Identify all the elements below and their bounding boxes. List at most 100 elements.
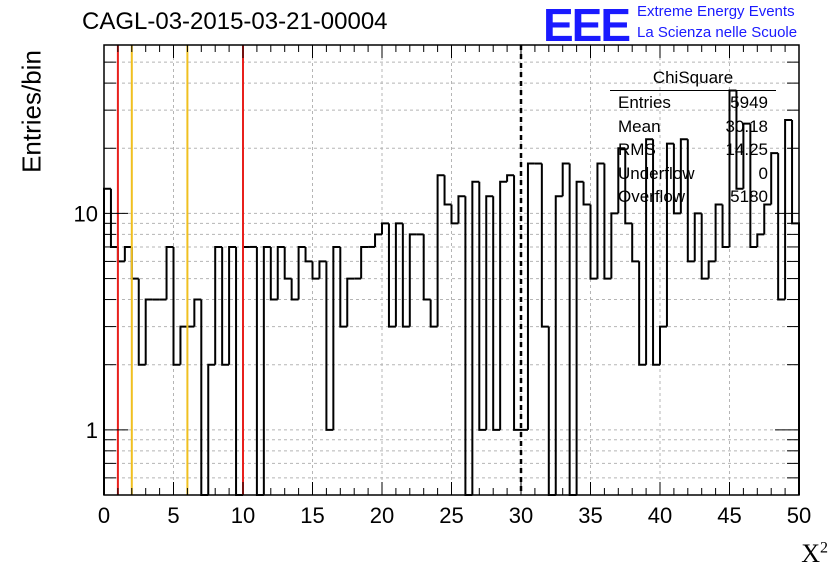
histogram-bin [130, 246, 139, 280]
histogram-bin [242, 245, 250, 495]
histogram-bin [172, 246, 181, 366]
histogram-bin [665, 142, 674, 327]
stats-key: Underflow [618, 163, 695, 183]
histogram-bin [624, 148, 633, 225]
histogram-bin [422, 234, 431, 301]
x-tick-label: 25 [439, 503, 463, 528]
histogram-bin [193, 298, 202, 327]
histogram-bin [325, 261, 334, 431]
x-tick-label: 0 [98, 503, 110, 528]
stats-row-rms: RMS 14.25 [610, 140, 776, 164]
histogram-bin [547, 326, 556, 496]
histogram-bin [387, 223, 396, 328]
histogram-bin [429, 299, 438, 328]
x-axis-label-base: X [801, 539, 820, 568]
x-tick-label: 40 [648, 503, 672, 528]
histogram-bin [575, 180, 584, 495]
histogram-bin [735, 90, 744, 190]
stats-value: 0 [758, 163, 768, 183]
histogram-bin [770, 152, 779, 205]
stats-key: RMS [618, 140, 656, 159]
histogram-bin [561, 162, 570, 197]
histogram-bin [144, 298, 153, 365]
histogram-bin [109, 188, 118, 248]
histogram-bin [721, 204, 730, 248]
x-tick-label: 35 [578, 503, 602, 528]
histogram-bin [207, 363, 216, 495]
histogram-bin [645, 138, 654, 365]
histogram-bin [471, 180, 480, 495]
stats-value: 30.18 [725, 116, 768, 136]
histogram-bin [540, 163, 549, 328]
histogram-bin [436, 174, 445, 327]
x-tick-label: 50 [787, 503, 811, 528]
logo-line-2: La Scienza nelle Scuole [637, 24, 798, 41]
histogram-bin [332, 245, 341, 430]
histogram-bin [499, 180, 508, 430]
histogram-bin [179, 325, 188, 365]
y-tick-label: 1 [86, 418, 98, 443]
histogram-bin [617, 147, 626, 214]
y-tick-label: 10 [74, 201, 98, 226]
histogram-bin [360, 245, 369, 279]
histogram-bin [255, 246, 264, 496]
stats-key: Mean [618, 116, 661, 136]
x-tick-label: 30 [509, 503, 533, 528]
histogram-bin [686, 139, 695, 263]
histogram-bin [478, 181, 487, 431]
histogram-bin [464, 196, 473, 496]
histogram-bin [596, 162, 605, 279]
axis-ticks: 0 5 10 15 20 25 30 35 40 45 50 1 10 [74, 44, 811, 528]
histogram-bin [679, 138, 688, 214]
stats-key: Entries [618, 93, 671, 112]
histogram-bin [506, 174, 515, 182]
stats-value: 5949 [730, 93, 768, 112]
x-axis-label: X2 [801, 539, 828, 569]
stats-value: 14.25 [725, 140, 768, 159]
histogram-bin [492, 196, 501, 431]
x-tick-label: 5 [167, 503, 179, 528]
histogram-bin [659, 325, 667, 365]
histogram-bin [228, 245, 237, 365]
x-tick-label: 15 [300, 503, 324, 528]
histogram-bin [610, 212, 619, 279]
stats-row-entries: Entries 5949 [610, 93, 776, 117]
histogram-bin [283, 246, 292, 280]
histogram-bin [381, 222, 389, 235]
logo-line-1: Extreme Energy Events [637, 3, 795, 20]
histogram-bin [652, 139, 660, 366]
histogram-bin [603, 163, 612, 280]
reference-lines [116, 45, 523, 495]
histogram-bin [262, 245, 271, 495]
histogram-bin [631, 223, 640, 263]
histogram-bin [450, 204, 459, 225]
histogram-bin [123, 245, 132, 262]
histogram-bin [165, 245, 174, 300]
histogram-bin [526, 162, 535, 430]
histogram-bin [401, 223, 410, 328]
histogram-bin [339, 246, 348, 328]
histogram-bin [200, 299, 209, 496]
histogram-bin [311, 261, 320, 280]
histogram-bin [269, 246, 278, 301]
stats-row-mean: Mean 30.18 [610, 117, 776, 141]
histogram-bin [297, 245, 306, 300]
stats-title: ChiSquare [610, 68, 776, 91]
histogram-bin [276, 245, 285, 300]
histogram-bin [742, 122, 751, 189]
histogram-bin [394, 222, 403, 327]
eee-logo: EEE [543, 0, 631, 51]
histogram-bin [638, 261, 647, 366]
histogram-bin [513, 175, 521, 431]
x-tick-label: 10 [231, 503, 255, 528]
stats-row-overflow: Overflow 5180 [610, 187, 776, 211]
histogram-bin [116, 246, 125, 263]
histogram-bin [749, 123, 758, 248]
histogram-bin [791, 120, 800, 495]
histogram-bin [374, 233, 382, 247]
histogram-bin [485, 195, 494, 430]
histogram-bin [777, 153, 786, 301]
histogram-bin [304, 246, 313, 263]
histogram-bin [318, 260, 327, 279]
